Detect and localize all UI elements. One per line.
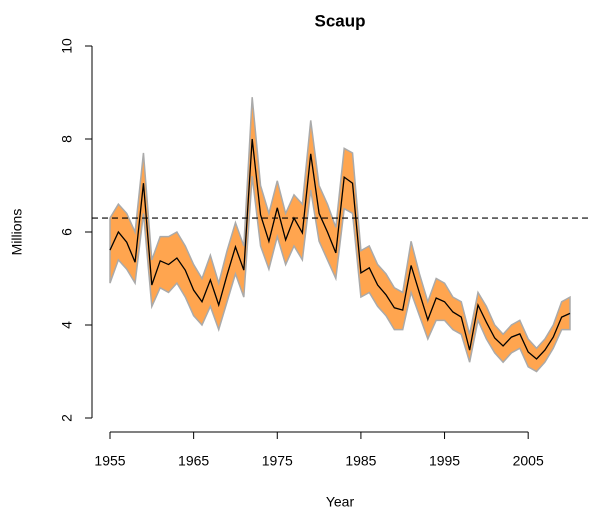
x-tick-label: 1975 xyxy=(262,453,293,469)
confidence-band xyxy=(109,97,571,373)
y-tick-label: 6 xyxy=(59,228,75,236)
x-axis-label: Year xyxy=(326,494,355,510)
y-tick-label: 4 xyxy=(59,321,75,329)
x-tick-label: 1995 xyxy=(429,453,460,469)
x-tick-label: 1965 xyxy=(178,453,209,469)
x-tick-label: 2005 xyxy=(513,453,544,469)
estimate-line xyxy=(109,138,571,360)
chart-title: Scaup xyxy=(314,11,365,30)
y-axis-label: Millions xyxy=(9,209,25,256)
y-tick-label: 10 xyxy=(59,38,75,54)
x-tick-label: 1955 xyxy=(94,453,125,469)
y-tick-label: 2 xyxy=(59,414,75,422)
x-tick-label: 1985 xyxy=(345,453,376,469)
y-tick-label: 8 xyxy=(59,135,75,143)
